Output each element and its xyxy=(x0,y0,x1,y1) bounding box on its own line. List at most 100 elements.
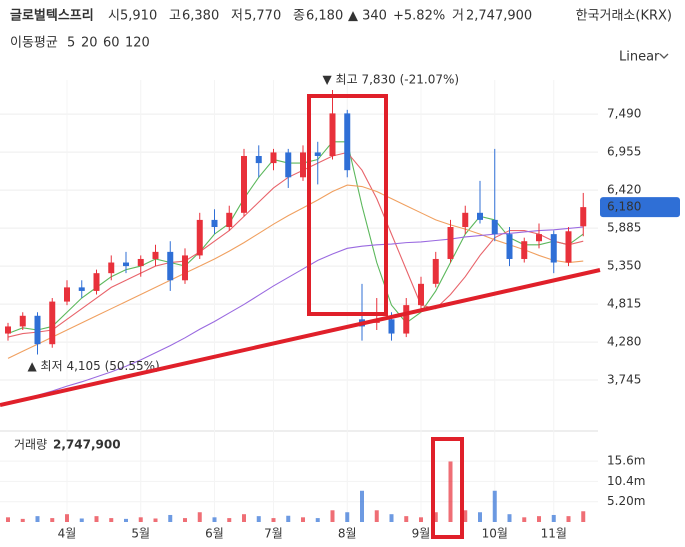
volume-bar xyxy=(94,516,99,522)
volume-bar xyxy=(256,516,261,522)
x-tick-label: 8월 xyxy=(338,527,357,541)
volume-bar xyxy=(537,516,541,522)
scale-mode[interactable]: Linear xyxy=(619,50,660,65)
candle-body xyxy=(580,207,587,227)
volume-bar xyxy=(389,514,394,522)
candle-body xyxy=(329,113,336,156)
high-label: 고 xyxy=(169,9,181,24)
candle-body xyxy=(167,251,174,281)
volume-bar xyxy=(448,461,453,522)
volume-bar xyxy=(50,518,55,522)
open-label: 시 xyxy=(108,9,120,24)
y-tick-label: 4,815 xyxy=(607,297,641,311)
volume-bar xyxy=(566,516,571,522)
low: 5,770 xyxy=(244,9,281,24)
volume-title: 거래량 xyxy=(14,438,47,452)
x-tick-label: 10월 xyxy=(482,527,508,541)
x-tick-label: 11월 xyxy=(541,527,567,541)
ma-line xyxy=(7,184,584,359)
volume-bar xyxy=(374,510,379,522)
volume-bar xyxy=(345,512,350,522)
volume-bar xyxy=(124,518,128,522)
volume-bar xyxy=(419,517,423,522)
ma-legend-entry: 20 xyxy=(81,36,98,51)
candle-body xyxy=(19,315,26,327)
candle-body xyxy=(536,234,542,242)
ma-legend-entry: 5 xyxy=(67,36,75,51)
candle-body xyxy=(123,262,129,267)
volume-bar xyxy=(478,512,482,522)
volume-bar xyxy=(271,518,276,522)
volume-bar xyxy=(153,518,158,522)
volume-bar xyxy=(65,514,69,522)
trend-line xyxy=(0,268,601,407)
y-tick-label: 7,490 xyxy=(607,107,641,121)
volume-bar xyxy=(315,518,320,522)
x-tick-label: 5월 xyxy=(131,527,150,541)
dropdown-caret[interactable] xyxy=(659,53,669,59)
candle-body xyxy=(5,326,11,334)
volume-bar xyxy=(168,514,173,522)
candle-body xyxy=(64,287,70,302)
y-tick-label: 5,885 xyxy=(607,221,641,235)
x-tick-label: 9월 xyxy=(412,527,431,541)
candle-body xyxy=(565,231,572,263)
volume-bar xyxy=(360,490,364,522)
stock-name: 글로벌텍스프리 xyxy=(10,8,94,24)
candle-body xyxy=(270,152,277,164)
change: ▲ 340 xyxy=(348,9,387,24)
y-tick-label: 6,955 xyxy=(607,145,641,159)
candle-body xyxy=(388,319,395,334)
candle-body xyxy=(108,262,115,274)
close-label: 종 xyxy=(293,9,305,24)
volume: 2,747,900 xyxy=(466,9,532,24)
volume-bar xyxy=(581,511,586,522)
change-pct: +5.82% xyxy=(393,9,445,24)
x-tick-label: 6월 xyxy=(205,527,224,541)
volume-bar xyxy=(433,512,438,522)
ma-line xyxy=(7,141,584,335)
min-annotation: ▲ 최저 4,105 (50.55%) xyxy=(28,359,160,373)
candle-body xyxy=(285,152,292,178)
ma-legend: 5 20 60 120 xyxy=(67,36,150,51)
highlight-box xyxy=(307,94,388,316)
x-tick-label: 4월 xyxy=(58,527,77,541)
open: 5,910 xyxy=(120,9,157,24)
highlight-box xyxy=(431,437,464,539)
volume-bar xyxy=(183,518,187,522)
candle-body xyxy=(521,241,528,259)
volume-bar xyxy=(301,517,305,522)
candle-body xyxy=(255,155,262,164)
volume-tick-label: 10.4m xyxy=(607,474,645,488)
candle-body xyxy=(196,219,203,256)
ma-legend-entry: 120 xyxy=(125,36,150,51)
volume-bar xyxy=(20,518,25,522)
price-tag xyxy=(600,197,680,218)
volume-bar xyxy=(463,510,468,522)
candle-body xyxy=(403,305,410,334)
volume-bar xyxy=(138,517,143,522)
volume-bar xyxy=(197,512,202,522)
candle-body xyxy=(93,273,100,291)
max-annotation: ▼ 최고 7,830 (-21.07%) xyxy=(323,72,460,86)
close: 6,180 xyxy=(306,9,343,24)
price-tag-label: 6,180 xyxy=(607,200,641,214)
y-tick-label: 3,745 xyxy=(607,373,641,387)
volume-tick-label: 15.6m xyxy=(607,454,645,468)
candle-body xyxy=(418,283,424,306)
volume-bar xyxy=(551,514,556,522)
ma-label: 이동평균 xyxy=(10,36,58,51)
candle-body xyxy=(211,219,218,228)
volume-bar xyxy=(6,517,10,522)
low-label: 저 xyxy=(231,9,243,24)
volume-bar xyxy=(242,514,246,522)
volume-bar xyxy=(404,516,409,522)
candle-body xyxy=(300,152,306,178)
volume-bar xyxy=(227,518,232,522)
ma-line xyxy=(7,226,584,404)
exchange[interactable]: 한국거래소(KRX) xyxy=(576,9,672,24)
candle-body xyxy=(477,212,483,220)
candle-body xyxy=(506,234,513,259)
candle-body xyxy=(462,212,469,228)
